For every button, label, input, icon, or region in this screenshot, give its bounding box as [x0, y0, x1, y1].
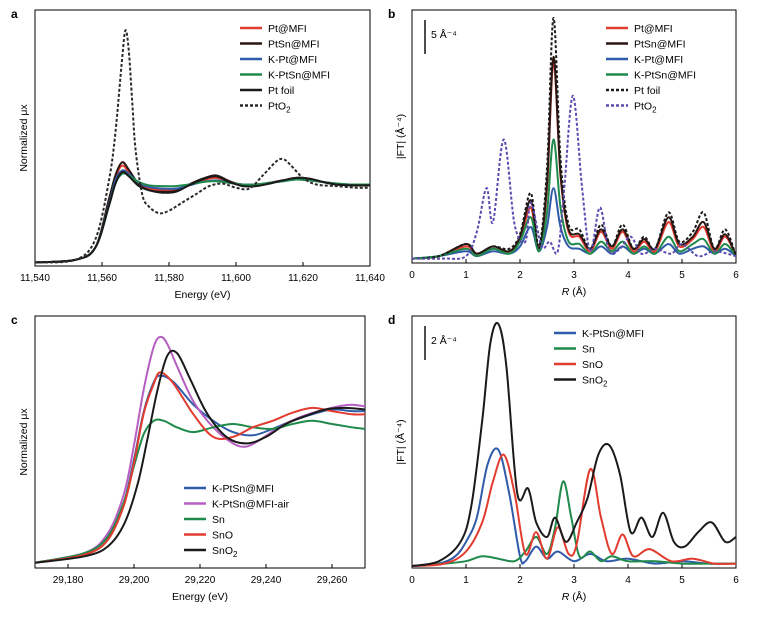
panel-b-x-label: R (Å)	[562, 285, 587, 298]
panel-d-scale-bar-label: 2 Å⁻⁴	[431, 334, 457, 347]
panel-c-x-tick-label: 29,240	[251, 575, 282, 586]
panel-b-legend-label-sub: 2	[652, 106, 657, 115]
panel-b-legend-label: PtSn@MFI	[634, 39, 686, 51]
panel-a-x-tick-label: 11,580	[154, 273, 184, 284]
panel-d-y-label: |FT| (Å⁻⁴)	[394, 419, 407, 464]
panel-d-x-tick-label: 2	[517, 575, 523, 586]
panel-a-legend-label: K-Pt@MFI	[268, 54, 317, 66]
panel-b-x-tick-label: 3	[571, 270, 577, 281]
panel-a-legend-label: Pt foil	[268, 85, 294, 97]
panel-d-x-label-unit: (Å)	[569, 590, 586, 603]
panel-d-legend-label: SnO	[582, 359, 603, 371]
panel-b-scale-bar-label: 5 Å⁻⁴	[431, 28, 457, 41]
panel-b-x-label-symbol: R	[562, 286, 570, 298]
panel-a-series-pt-foil	[34, 170, 371, 264]
panel-c-letter: c	[11, 313, 18, 327]
panel-a-series-ptsn-mfi	[34, 161, 371, 264]
panel-a-legend-label: Pt@MFI	[268, 23, 307, 35]
panel-c-legend-label: SnO2	[212, 545, 238, 559]
panel-d-series-sno2	[411, 322, 737, 567]
panel-b-x-tick-label: 0	[409, 270, 415, 281]
panel-c-series-sn	[34, 418, 366, 564]
panel-d-series-sn	[411, 480, 736, 567]
panel-a-series-pto2	[34, 29, 371, 264]
panel-a-x-tick-label: 11,560	[87, 273, 117, 284]
panel-a-legend-label: K-PtSn@MFI	[268, 70, 330, 82]
panel-b-x-tick-label: 6	[733, 270, 739, 281]
panel-b-legend-label: K-PtSn@MFI	[634, 70, 696, 82]
panel-c-legend-label: K-PtSn@MFI-air	[212, 499, 290, 511]
panel-c-series-k-ptsn-mfi-air	[34, 335, 366, 564]
panel-c-x-tick-label: 29,200	[119, 575, 150, 586]
panel-c-legend-label-base: SnO	[212, 545, 233, 557]
panel-a-x-tick-label: 11,600	[221, 273, 251, 284]
panel-c-x-tick-label: 29,220	[185, 575, 216, 586]
panel-a-x-tick-label: 11,540	[20, 273, 50, 284]
panel-d-x-tick-label: 5	[679, 575, 685, 586]
panel-b-legend-label: Pt foil	[634, 85, 660, 97]
panel-d-x-tick-label: 1	[463, 575, 469, 586]
panel-c-legend-label: K-PtSn@MFI	[212, 483, 274, 495]
panel-d-legend-label: SnO2	[582, 375, 608, 389]
panel-b-series-pto2	[411, 94, 737, 260]
panel-d-legend-label-base: SnO	[582, 375, 603, 387]
panel-d-letter: d	[388, 313, 395, 327]
panel-b-group: R (Å) Pt@MFI PtSn@MFI K-Pt@MFI K-PtSn@MFI Pt …	[411, 9, 737, 298]
panel-d-legend-label: Sn	[582, 344, 595, 356]
panel-a-series-k-ptsn-mfi	[34, 172, 371, 264]
panel-c-y-label: Normalized μx	[18, 408, 30, 476]
panel-c-x-tick-label: 29,260	[317, 575, 348, 586]
panel-d-x-tick-label: 4	[625, 575, 631, 586]
panel-b-x-label-unit: (Å)	[569, 285, 586, 298]
panel-a-y-label: Normalized μx	[18, 104, 30, 172]
panel-d-x-label: R (Å)	[562, 590, 587, 603]
panel-b-series-pt-mfi	[411, 60, 737, 260]
panel-c-x-label: Energy (eV)	[172, 591, 228, 603]
panel-b-frame	[411, 9, 737, 264]
panel-b-series-pt-foil	[411, 16, 737, 260]
panel-d-series-k-ptsn-mfi	[411, 447, 737, 567]
panel-c-legend-label: Sn	[212, 514, 225, 526]
panel-a-series-k-pt-mfi	[34, 169, 371, 264]
panel-a-legend-label: PtO2	[268, 101, 291, 115]
panel-b-letter: b	[388, 7, 395, 21]
panel-c-legend-label-sub: 2	[233, 550, 238, 559]
panel-b-series-k-ptsn-mfi	[411, 138, 737, 260]
panel-a-x-label: Energy (eV)	[174, 289, 230, 301]
panel-a-legend-label: PtSn@MFI	[268, 39, 320, 51]
panel-b-x-tick-label: 2	[517, 270, 523, 281]
panel-a-x-tick-label: 11,620	[288, 273, 318, 284]
panel-b-legend-label: PtO2	[634, 101, 657, 115]
panel-c-frame	[34, 315, 366, 569]
panel-d-x-tick-label: 0	[409, 575, 415, 586]
panel-a-group: Pt@MFI PtSn@MFI K-Pt@MFI K-PtSn@MFI Pt foil P…	[34, 9, 371, 267]
panel-b-y-label: |FT| (Å⁻⁴)	[394, 114, 407, 159]
panel-a-legend-label-base: PtO	[268, 101, 286, 113]
panel-d-x-tick-label: 6	[733, 575, 739, 586]
panel-a-letter: a	[11, 7, 18, 21]
panel-d-x-tick-label: 3	[571, 575, 577, 586]
panel-a-frame	[34, 9, 371, 267]
panel-b-legend-label: Pt@MFI	[634, 23, 673, 35]
panel-b-x-tick-label: 4	[625, 270, 631, 281]
panel-a-x-tick-label: 11,640	[355, 273, 385, 284]
panel-b-series-ptsn-mfi	[411, 55, 737, 260]
panel-c-legend-label: SnO	[212, 530, 233, 542]
panel-c-x-tick-label: 29,180	[53, 575, 84, 586]
panel-d-legend-label-sub: 2	[603, 380, 608, 389]
panel-d-legend-label: K-PtSn@MFI	[582, 328, 644, 340]
panel-b-legend-label: K-Pt@MFI	[634, 54, 683, 66]
panel-a-legend-label-sub: 2	[286, 106, 291, 115]
panel-b-x-tick-label: 1	[463, 270, 469, 281]
panel-b-legend-label-base: PtO	[634, 101, 652, 113]
panel-c-series-sno	[34, 371, 366, 564]
panel-d-series-sno	[411, 453, 737, 567]
panel-d-x-label-symbol: R	[562, 591, 570, 603]
panel-c-series-sno2	[34, 349, 366, 564]
panel-b-x-tick-label: 5	[679, 270, 685, 281]
